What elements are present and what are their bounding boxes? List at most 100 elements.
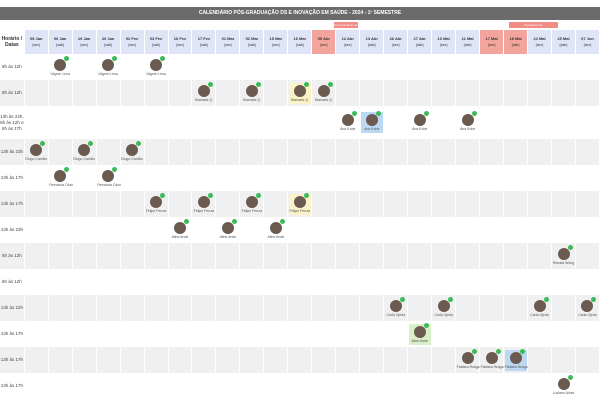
slot <box>191 243 217 269</box>
slot <box>120 321 145 347</box>
slot <box>311 165 337 191</box>
slot <box>479 217 505 243</box>
check-badge <box>303 81 309 87</box>
slot <box>383 139 409 165</box>
check-badge <box>184 218 189 224</box>
slot <box>120 106 145 139</box>
date-header: 24 Mai (sex) <box>527 30 553 54</box>
slot: Carla Ojeda <box>575 295 600 321</box>
header-row: Horário / Datas 05 Jan (sex) 06 Jan (sáb) 19 … <box>0 30 600 54</box>
slot: Ana Kobe <box>359 106 385 139</box>
slot <box>503 191 529 217</box>
slot: Fabiano Braga <box>479 347 505 373</box>
instructor: Fernanda Gluci <box>49 166 73 189</box>
slot <box>479 139 505 165</box>
time-label: 13h às 17h <box>0 321 25 347</box>
slot <box>503 243 529 269</box>
check-badge <box>351 111 357 116</box>
weekday: (sáb) <box>511 43 520 47</box>
slot: Vágner Lima <box>48 54 73 80</box>
slot <box>311 217 337 243</box>
instructor: Fabiano Braga <box>504 348 528 371</box>
time-label: 8h às 12h <box>0 243 25 269</box>
slot <box>383 269 409 295</box>
slot <box>215 191 241 217</box>
slot <box>215 165 241 191</box>
slot <box>144 243 169 269</box>
slot <box>335 191 361 217</box>
slot <box>72 321 97 347</box>
date: 17 Fev <box>197 36 211 41</box>
slot <box>144 373 169 399</box>
instructor-name: Aline Ande <box>171 234 189 239</box>
avatar <box>245 81 261 97</box>
instructor-name: Manuela Q. <box>290 97 309 102</box>
slot <box>527 321 553 347</box>
check-badge <box>40 140 46 146</box>
check-badge <box>64 166 70 172</box>
slot: Felipe Ferraz <box>239 191 265 217</box>
slot <box>551 80 576 106</box>
avatar <box>78 140 94 156</box>
date: 11 Mai <box>461 36 474 41</box>
slot <box>48 80 73 106</box>
check-badge <box>303 192 309 198</box>
slot <box>311 269 337 295</box>
slot <box>335 165 361 191</box>
slot <box>48 321 73 347</box>
slot <box>551 106 576 139</box>
slot <box>503 295 529 321</box>
slot <box>311 321 337 347</box>
slot <box>72 165 97 191</box>
slot <box>239 217 265 243</box>
slot <box>287 165 313 191</box>
weekday: (sáb) <box>415 43 424 47</box>
slot <box>287 217 313 243</box>
slot: Aline Ande <box>168 217 193 243</box>
slot <box>168 54 193 80</box>
slot <box>287 295 313 321</box>
instructor-name: Manuela Q. <box>314 97 333 102</box>
slot <box>72 217 97 243</box>
slot <box>383 321 409 347</box>
slot <box>168 373 193 399</box>
slot <box>144 106 169 139</box>
slot <box>72 295 97 321</box>
slot <box>407 373 433 399</box>
date: 06 Jan <box>53 36 67 41</box>
date-header: 17 Mai (sex) <box>479 30 505 54</box>
slot <box>335 347 361 373</box>
slot <box>287 347 313 373</box>
schedule-row: 8h às 12h Vágner Lima Vágner Lima Vágner Li… <box>0 54 600 80</box>
slot <box>479 295 505 321</box>
date: 24 Mai <box>533 36 546 41</box>
slot: Felipe Ferraz <box>144 191 169 217</box>
instructor-name: Aline Ande <box>267 234 285 239</box>
slot <box>551 191 576 217</box>
weekday: (sex) <box>535 43 544 47</box>
slot <box>287 243 313 269</box>
slot <box>120 295 145 321</box>
slot <box>431 347 457 373</box>
date-header: 02 Fev (sex) <box>120 30 145 54</box>
avatar <box>581 296 597 312</box>
check-badge <box>88 140 94 146</box>
check-badge <box>327 81 333 87</box>
weekday: (sáb) <box>295 43 304 47</box>
slot <box>263 373 289 399</box>
slot <box>144 295 169 321</box>
slot <box>263 106 289 139</box>
slot <box>359 80 385 106</box>
slot <box>168 269 193 295</box>
instructor: Vágner Lima <box>97 55 119 78</box>
slot <box>311 243 337 269</box>
slot <box>503 217 529 243</box>
instructor-name: Carla Ojeda <box>434 312 453 317</box>
slot <box>503 373 529 399</box>
slot <box>575 80 600 106</box>
avatar <box>150 55 166 71</box>
avatar <box>557 244 573 260</box>
slot <box>431 106 457 139</box>
slot <box>215 54 241 80</box>
instructor-name: Felipe Ferraz <box>241 208 263 213</box>
